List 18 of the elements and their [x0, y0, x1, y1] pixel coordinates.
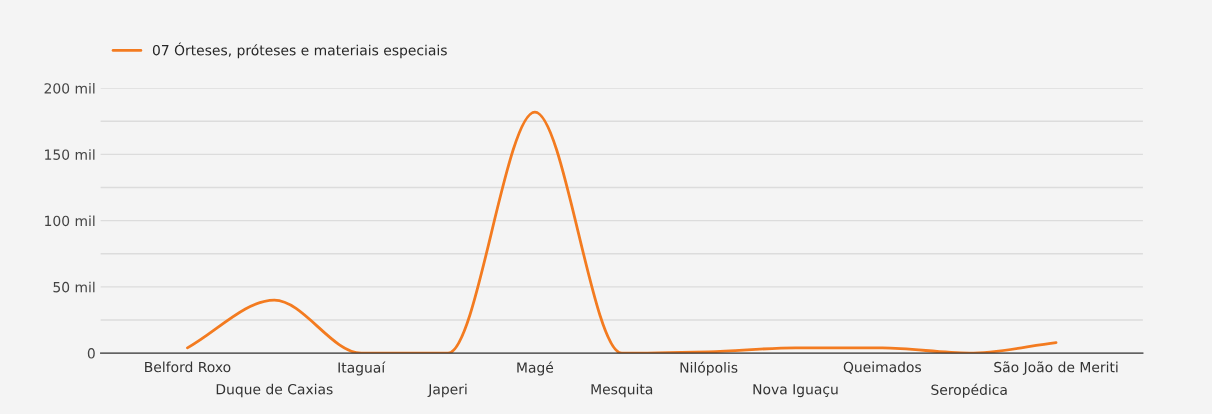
y-tick-label: 200 mil: [44, 82, 95, 94]
x-tick-label: Mesquita: [591, 383, 653, 398]
line-series: [186, 110, 1058, 354]
x-tick-label: Itaguaí: [338, 361, 386, 376]
x-tick-label: Japeri: [427, 383, 467, 398]
y-tick-label: 100 mil: [45, 215, 95, 227]
y-tick-label: 0: [87, 348, 95, 359]
x-tick-label: Seropédica: [931, 383, 1007, 398]
x-tick-label: Nilópolis: [680, 361, 738, 376]
x-tick-label: Magé: [517, 361, 554, 376]
x-tick-label: Queimados: [843, 361, 922, 374]
x-tick-label: Duque de Caxias: [216, 383, 333, 398]
legend-label: 07 Órteses, próteses e materiais especiais: [152, 42, 447, 59]
x-tick-label: Belford Roxo: [145, 361, 231, 373]
x-tick-label: Nova Iguaçu: [753, 384, 838, 398]
x-tick-label: São João de Meriti: [994, 361, 1118, 375]
y-tick-label: 50 mil: [53, 281, 95, 293]
y-tick-label: 150 mil: [45, 149, 95, 160]
